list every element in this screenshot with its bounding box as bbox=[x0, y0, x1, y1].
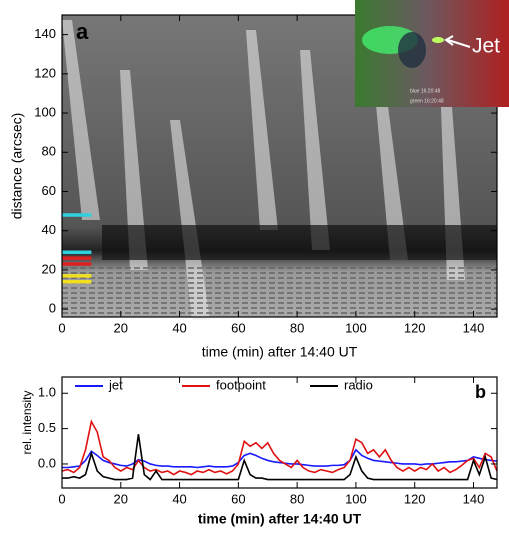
inset-arrow-head bbox=[444, 35, 454, 46]
x-tick-label: 100 bbox=[345, 491, 367, 506]
plot-frame bbox=[61, 376, 498, 489]
y-tick-label: 80 bbox=[42, 144, 56, 159]
inset-arrow bbox=[447, 39, 471, 48]
y-axis-label: distance (arcsec) bbox=[9, 113, 25, 220]
x-tick-label: 0 bbox=[58, 320, 65, 335]
inset-blob bbox=[398, 32, 426, 68]
streak bbox=[300, 50, 330, 250]
x-tick-label: 140 bbox=[463, 320, 485, 335]
y-tick-label: 120 bbox=[34, 65, 56, 80]
y-tick-label: 40 bbox=[42, 222, 56, 237]
inset: Jet blue 16:20:48 green 16:20:48 bbox=[355, 0, 509, 107]
x-tick-label: 80 bbox=[290, 491, 304, 506]
inset-caption: blue 16:20:48 bbox=[410, 88, 441, 94]
series-line bbox=[62, 434, 498, 481]
y-tick-label: 0.0 bbox=[38, 455, 56, 470]
x-tick-label: 40 bbox=[172, 491, 186, 506]
y-tick-label: 0.5 bbox=[38, 420, 56, 435]
panel-label: b bbox=[475, 382, 486, 402]
legend-label: radio bbox=[344, 377, 373, 392]
x-tick-label: 120 bbox=[404, 320, 426, 335]
x-tick-label: 20 bbox=[114, 320, 128, 335]
streak bbox=[120, 70, 148, 270]
inset-caption: green 16:20:48 bbox=[410, 98, 444, 104]
streak bbox=[62, 20, 100, 220]
y-tick-label: 100 bbox=[34, 104, 56, 119]
x-tick-label: 140 bbox=[463, 491, 485, 506]
inset-jet bbox=[432, 37, 444, 43]
y-tick-label: 140 bbox=[34, 26, 56, 41]
inset-annotation: Jet bbox=[472, 35, 500, 58]
x-tick-label: 20 bbox=[114, 491, 128, 506]
plot-frame bbox=[61, 14, 498, 318]
legend-label: jet bbox=[108, 377, 123, 392]
dark-band bbox=[102, 225, 497, 260]
x-tick-label: 60 bbox=[231, 320, 245, 335]
streak bbox=[372, 60, 408, 260]
y-tick-label: 1.0 bbox=[38, 385, 56, 400]
y-tick-label: 20 bbox=[42, 261, 56, 276]
streak bbox=[170, 120, 210, 320]
panel-label: a bbox=[76, 19, 89, 44]
inset-image bbox=[355, 0, 509, 107]
x-axis-label: time (min) after 14:40 UT bbox=[198, 511, 362, 527]
x-tick-label: 0 bbox=[58, 491, 65, 506]
x-tick-label: 120 bbox=[404, 491, 426, 506]
x-tick-label: 80 bbox=[290, 320, 304, 335]
x-tick-label: 100 bbox=[345, 320, 367, 335]
x-tick-label: 40 bbox=[172, 320, 186, 335]
x-axis-label: time (min) after 14:40 UT bbox=[202, 344, 358, 360]
y-axis-label: rel. intensity bbox=[20, 390, 34, 454]
x-tick-label: 60 bbox=[231, 491, 245, 506]
legend-label: footpoint bbox=[216, 377, 266, 392]
streak bbox=[246, 30, 278, 230]
y-tick-label: 0 bbox=[49, 301, 56, 316]
y-tick-label: 60 bbox=[42, 183, 56, 198]
